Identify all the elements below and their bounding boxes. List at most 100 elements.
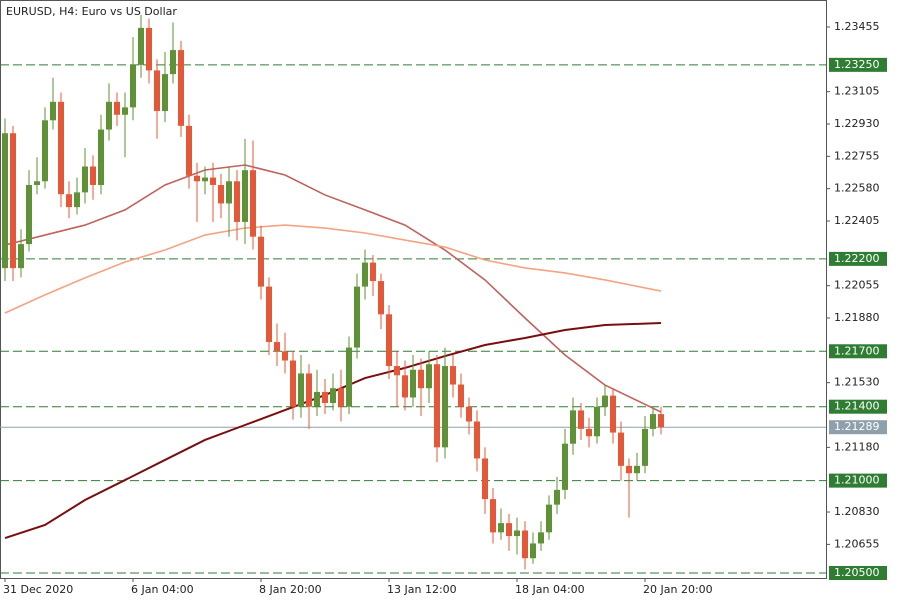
candle-body: [522, 530, 528, 559]
candle-body: [466, 406, 472, 422]
x-tick-label: 31 Dec 2020: [3, 583, 73, 596]
y-tick-label: 1.21530: [834, 376, 880, 389]
candle-body: [610, 395, 616, 433]
candle-body: [578, 410, 584, 429]
candle-body: [282, 351, 288, 361]
candle-body: [602, 395, 608, 407]
candle-body: [194, 175, 200, 182]
candle-body: [2, 133, 8, 269]
candle-body: [426, 364, 432, 389]
candle-body: [170, 50, 176, 75]
candle-body: [90, 166, 96, 185]
candle-body: [26, 184, 32, 245]
candle-body: [98, 129, 104, 185]
candle-body: [570, 410, 576, 444]
candle-body: [434, 364, 440, 448]
candle-body: [546, 504, 552, 533]
candle-body: [74, 192, 80, 208]
level-label: 1.20500: [834, 566, 880, 579]
candle-body: [554, 489, 560, 505]
candle-body: [234, 181, 240, 222]
candle-body: [514, 530, 520, 537]
candle-body: [42, 120, 48, 182]
candle-body: [242, 170, 248, 222]
y-tick-label: 1.20830: [834, 505, 880, 518]
y-tick-label: 1.20655: [834, 537, 880, 550]
candle-body: [258, 236, 264, 287]
candle-body: [162, 74, 168, 112]
level-badge: [829, 344, 887, 359]
candle-body: [106, 101, 112, 130]
candle-body: [378, 281, 384, 315]
candle-body: [218, 184, 224, 204]
candle-body: [114, 101, 120, 115]
candle-body: [626, 465, 632, 474]
candle-body: [50, 101, 56, 121]
candle-body: [186, 125, 192, 176]
x-tick-label: 18 Jan 04:00: [515, 583, 585, 596]
candle-body: [138, 27, 144, 65]
candle-body: [474, 421, 480, 459]
current-price-label: 1.21289: [834, 420, 880, 433]
level-badge: [829, 566, 887, 581]
level-label: 1.23250: [834, 58, 880, 71]
candle-body: [402, 375, 408, 398]
y-tick-label: 1.22405: [834, 214, 880, 227]
candle-body: [450, 366, 456, 385]
candle-body: [482, 458, 488, 500]
y-tick-label: 1.21880: [834, 311, 880, 324]
level-badge: [829, 473, 887, 488]
x-tick-label: 6 Jan 04:00: [131, 583, 194, 596]
candle-body: [354, 286, 360, 348]
candle-body: [386, 314, 392, 367]
x-tick-label: 8 Jan 20:00: [259, 583, 322, 596]
level-badge: [829, 399, 887, 414]
level-label: 1.21400: [834, 400, 880, 413]
candle-body: [34, 181, 40, 185]
y-tick-label: 1.22580: [834, 182, 880, 195]
candle-body: [370, 262, 376, 282]
candle-body: [130, 64, 136, 108]
candle-body: [346, 347, 352, 407]
candle-body: [226, 181, 232, 204]
candle-body: [82, 166, 88, 193]
candle-body: [362, 262, 368, 287]
candle-body: [202, 177, 208, 182]
candle-body: [506, 523, 512, 537]
candle-body: [274, 342, 280, 352]
candle-body: [338, 388, 344, 407]
level-label: 1.21000: [834, 474, 880, 487]
candle-body: [322, 391, 328, 404]
candle-body: [458, 384, 464, 407]
candle-body: [418, 369, 424, 389]
candle-body: [18, 244, 24, 269]
candle-body: [490, 499, 496, 533]
candle-body: [530, 543, 536, 559]
candle-body: [10, 133, 16, 269]
level-label: 1.21700: [834, 344, 880, 357]
y-tick-label: 1.21180: [834, 440, 880, 453]
candle-body: [394, 366, 400, 376]
candle-body: [586, 428, 592, 437]
candle-body: [562, 443, 568, 490]
candle-body: [410, 369, 416, 398]
candle-body: [154, 70, 160, 112]
candle-body: [306, 373, 312, 407]
level-badge: [829, 251, 887, 266]
candle-body: [314, 391, 320, 407]
x-tick-label: 13 Jan 12:00: [387, 583, 457, 596]
candle-body: [618, 432, 624, 466]
moving-average: [4, 224, 662, 314]
y-tick-label: 1.22055: [834, 279, 880, 292]
current-price-badge: [829, 420, 887, 435]
candle-body: [650, 414, 656, 429]
candle-body: [642, 428, 648, 466]
x-tick-label: 20 Jan 20:00: [643, 583, 713, 596]
candle-body: [538, 532, 544, 544]
candle-body: [290, 360, 296, 407]
chart-title: EURUSD, H4: Euro vs US Dollar: [6, 5, 177, 18]
candle-body: [146, 27, 152, 71]
candle-body: [266, 286, 272, 343]
level-badge: [829, 57, 887, 72]
candle-body: [58, 101, 64, 195]
